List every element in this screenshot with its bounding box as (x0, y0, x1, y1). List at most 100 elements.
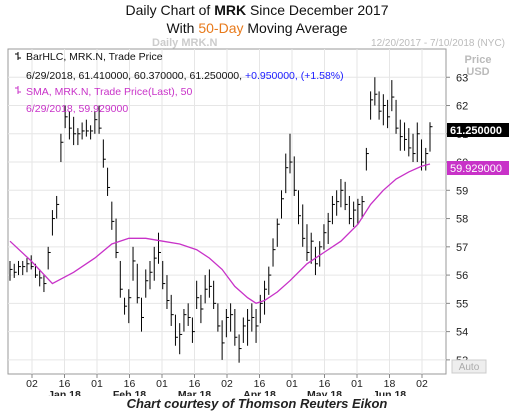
price-bar (391, 80, 395, 112)
x-tick-label: 02 (221, 378, 233, 390)
y-tick-label: 54 (456, 327, 468, 339)
price-bar (251, 303, 255, 332)
price-bar (319, 241, 323, 267)
price-bar (204, 275, 208, 304)
price-bar (361, 195, 365, 219)
price-bar (399, 119, 403, 151)
price-bar (302, 204, 306, 247)
price-axis-title: Price (465, 54, 492, 66)
x-tick-label: 01 (91, 378, 103, 390)
price-bar (81, 122, 85, 140)
last-price-label: 61.250000 (450, 125, 502, 137)
y-tick-label: 62 (456, 101, 468, 113)
y-tick-label: 63 (456, 72, 468, 84)
price-bar (47, 246, 51, 270)
legend-sma-values: 6/29/2018, 59.929000 (26, 103, 128, 115)
price-bar (111, 201, 115, 230)
price-bar (196, 280, 200, 309)
price-bar (264, 280, 268, 315)
currency-label: USD (466, 66, 489, 78)
price-bar (404, 122, 408, 151)
price-bar (230, 303, 234, 332)
last-sma-tag-bg (447, 161, 509, 175)
price-bar (247, 309, 251, 346)
price-bar (153, 246, 157, 281)
price-bar (141, 297, 145, 332)
y-tick-label: 57 (456, 242, 468, 254)
price-bar (365, 147, 369, 171)
price-bar (281, 190, 285, 219)
price-bar (348, 195, 352, 225)
y-tick-label: 59 (456, 185, 468, 197)
price-bar (30, 255, 34, 270)
price-bar (17, 260, 21, 276)
price-bars (9, 77, 433, 363)
price-bar (51, 210, 55, 236)
price-bar (102, 139, 106, 168)
price-bar (425, 147, 429, 171)
price-bar (128, 289, 132, 324)
price-bar (77, 128, 81, 146)
price-bar (208, 269, 212, 298)
price-bar (421, 139, 425, 171)
price-bar (225, 309, 229, 338)
price-bar (310, 232, 314, 264)
price-bar (306, 224, 310, 261)
price-bar (331, 195, 335, 225)
chart-title-line2: With 50-Day Moving Average (166, 20, 348, 36)
price-bar (73, 116, 77, 146)
price-bar (370, 91, 374, 120)
price-bar (387, 99, 391, 129)
x-tick-sublabel: May 18 (307, 389, 342, 396)
price-bar (336, 190, 340, 216)
price-bar (357, 198, 361, 225)
price-bar (255, 309, 259, 343)
price-bar (115, 218, 119, 259)
price-bar (149, 260, 153, 290)
grid (8, 49, 446, 374)
price-bar (276, 218, 280, 247)
price-bar (353, 201, 357, 228)
price-bar (145, 269, 149, 298)
price-bar (98, 105, 102, 134)
price-bar (191, 317, 195, 343)
y-tick-label: 55 (456, 298, 468, 310)
price-bar (107, 167, 111, 196)
price-bar (408, 128, 412, 157)
price-bar (259, 294, 263, 324)
x-tick-label: 16 (254, 378, 266, 390)
price-bar (213, 280, 217, 309)
price-bar (162, 260, 166, 290)
last-sma-tag: 59.929000 (447, 161, 509, 175)
price-bar (238, 334, 242, 363)
price-bar (136, 263, 140, 304)
price-bar (94, 111, 98, 134)
price-bar (340, 179, 344, 208)
date-range: 12/20/2017 - 7/10/2018 (NYC) (371, 38, 505, 49)
price-bar (382, 94, 386, 126)
x-tick-sublabel: Jan 18 (48, 389, 81, 396)
price-bar (323, 224, 327, 250)
price-bar (285, 153, 289, 194)
price-bar (157, 232, 161, 264)
price-bar (374, 77, 378, 106)
price-bar (221, 320, 225, 360)
price-bar (344, 181, 348, 211)
price-bar (412, 133, 416, 163)
legend-bar-icon (15, 52, 21, 60)
x-tick-label: 01 (351, 378, 363, 390)
price-bar (43, 275, 47, 293)
x-tick-label: 01 (156, 378, 168, 390)
last-price-tag-bg (447, 123, 509, 137)
price-bar (64, 105, 68, 129)
price-chart: Daily MRK.N 12/20/2017 - 7/10/2018 (NYC)… (7, 38, 509, 396)
watermark: Daily MRK.N (152, 38, 217, 49)
title-ticker: MRK (214, 2, 247, 18)
auto-scale-button[interactable] (451, 359, 487, 374)
price-bar (293, 156, 297, 196)
price-bar (314, 246, 318, 276)
price-bar (132, 246, 136, 281)
price-bar (378, 91, 382, 120)
legend-bar-name: BarHLC, MRK.N, Trade Price (26, 51, 163, 63)
